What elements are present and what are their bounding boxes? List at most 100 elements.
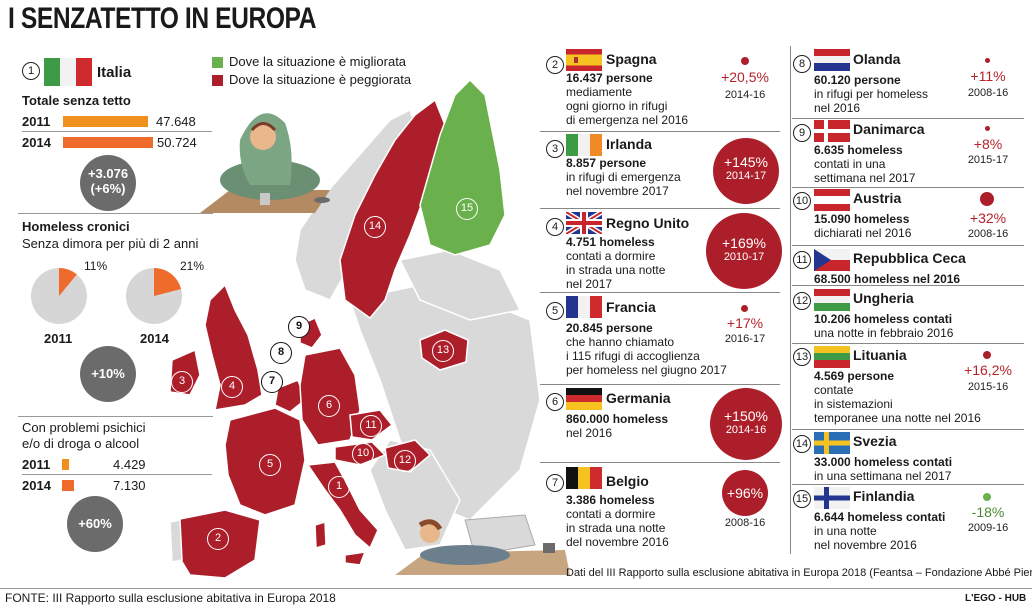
austria-line-2: dichiarati nel 2016: [814, 226, 912, 240]
italia-bar-2011: [63, 116, 148, 127]
ungheria-line-2: una notte in febbraio 2016: [814, 326, 954, 340]
austria-name: Austria: [853, 190, 902, 206]
europe-map: [169, 80, 540, 579]
ungheria-name: Ungheria: [853, 290, 914, 306]
map-benelux: [274, 379, 306, 413]
italia-delta-abs: +3.076: [87, 166, 129, 181]
germania-years: 2014-16: [725, 424, 767, 436]
footer-divider: [0, 588, 1032, 589]
belgium-flag-icon: [566, 467, 602, 489]
danimarca-name: Danimarca: [853, 121, 925, 137]
austria-line-1: 15.090 homeless: [814, 212, 910, 226]
germany-flag-icon: [566, 388, 602, 410]
lithuania-flag-icon: [814, 346, 850, 368]
map-label-15: 15: [456, 198, 478, 220]
finlandia-line-2: in una notte: [814, 524, 877, 538]
austria-years: 2008-16: [967, 228, 1009, 240]
olanda-line-1: 60.120 persone: [814, 73, 901, 87]
francia-years: 2016-17: [724, 333, 766, 345]
map-label-1: 1: [328, 476, 350, 498]
germania-pct: +150%: [724, 408, 768, 424]
repubblica-ceca-number-badge: 11: [793, 251, 811, 269]
map-label-4: 4: [221, 376, 243, 398]
homeless-lying-illustration: [395, 514, 570, 575]
chronic-pie-2011-year: 2011: [44, 331, 73, 346]
psych-row-divider: [22, 474, 212, 475]
map-label-6: 6: [318, 395, 340, 417]
chronic-pie-2011: [31, 268, 87, 324]
italia-row-2014-value: 50.724: [157, 135, 197, 150]
francia-dot: [741, 305, 748, 312]
irlanda-years: 2014-17: [725, 170, 767, 182]
psych-row-2011-year: 2011: [22, 457, 51, 472]
italia-row-divider: [22, 131, 212, 132]
irlanda-circle: +145% 2014-17: [713, 138, 779, 204]
germania-number-badge: 6: [546, 393, 564, 411]
row-divider: [792, 429, 1024, 430]
olanda-name: Olanda: [853, 51, 901, 67]
map-label-5: 5: [259, 454, 281, 476]
row-divider: [792, 484, 1024, 485]
credit: L'EGO - HUB: [965, 593, 1027, 604]
row-divider: [540, 292, 780, 293]
olanda-number-badge: 8: [793, 55, 811, 73]
spagna-line-2: mediamente: [566, 85, 633, 99]
belgio-circle: +96%: [722, 470, 768, 516]
repubblica-ceca-name: Repubblica Ceca: [853, 250, 966, 266]
danimarca-number-badge: 9: [793, 124, 811, 142]
chronic-pie-2014-label: 21%: [180, 259, 205, 273]
italia-number-badge: 1: [22, 62, 40, 80]
regno-unito-circle: +169% 2010-17: [706, 213, 782, 289]
belgio-number-badge: 7: [546, 474, 564, 492]
legend-worsened-label: Dove la situazione è peggiorata: [229, 72, 412, 87]
belgio-line-4: del novembre 2016: [566, 535, 669, 549]
denmark-flag-icon: [814, 120, 850, 142]
spagna-number-badge: 2: [546, 56, 564, 74]
danimarca-years: 2015-17: [967, 154, 1009, 166]
austria-dot: [980, 192, 994, 206]
regno-unito-years: 2010-17: [723, 251, 765, 263]
map-label-8: 8: [270, 342, 292, 364]
regno-unito-line-1: 4.751 homeless: [566, 235, 655, 249]
finlandia-line-1: 6.644 homeless contati: [814, 510, 946, 524]
italia-bar-2014: [63, 137, 153, 148]
olanda-years: 2008-16: [967, 87, 1009, 99]
spagna-line-4: di emergenza nel 2016: [566, 113, 689, 127]
ungheria-number-badge: 12: [793, 292, 811, 310]
finlandia-pct: -18%: [971, 504, 1005, 520]
belgio-line-2: contati a dormire: [566, 507, 656, 521]
psych-bar-2011: [62, 459, 69, 470]
psych-title-2: e/o di droga o alcool: [22, 436, 140, 451]
map-sardinia: [314, 521, 327, 549]
francia-pct: +17%: [726, 315, 764, 331]
lituania-dot: [983, 351, 991, 359]
italia-delta-pct: (+6%): [90, 181, 126, 196]
regno-unito-pct: +169%: [722, 235, 766, 251]
austria-flag-icon: [814, 189, 850, 211]
lituania-line-3: in sistemazioni: [814, 397, 893, 411]
spagna-years: 2014-16: [724, 89, 766, 101]
row-divider: [792, 187, 1024, 188]
map-uk: [204, 283, 263, 411]
map-label-7: 7: [261, 371, 283, 393]
lituania-number-badge: 13: [793, 348, 811, 366]
spagna-line-3: ogni giorno in rifugi: [566, 99, 668, 113]
map-label-14: 14: [364, 216, 386, 238]
irlanda-pct: +145%: [724, 154, 768, 170]
chronic-subtitle: Senza dimora per più di 2 anni: [22, 236, 199, 251]
column-divider: [790, 46, 791, 554]
regno-unito-line-2: contati a dormire: [566, 249, 656, 263]
finlandia-line-3: nel novembre 2016: [814, 538, 917, 552]
danimarca-line-3: settimana nel 2017: [814, 171, 916, 185]
ungheria-line-1: 10.206 homeless contati: [814, 312, 953, 326]
psych-bar-2014: [62, 480, 74, 491]
irlanda-name: Irlanda: [606, 136, 652, 152]
spagna-dot: [741, 57, 749, 65]
uk-flag-icon: [566, 212, 602, 234]
repubblica-ceca-line-1: 68.500 homeless nel 2016: [814, 272, 961, 286]
finlandia-name: Finlandia: [853, 488, 915, 504]
germania-name: Germania: [606, 390, 671, 406]
spain-flag-icon: [566, 49, 602, 71]
irlanda-line-3: nel novembre 2017: [566, 184, 669, 198]
row-divider: [540, 208, 780, 209]
